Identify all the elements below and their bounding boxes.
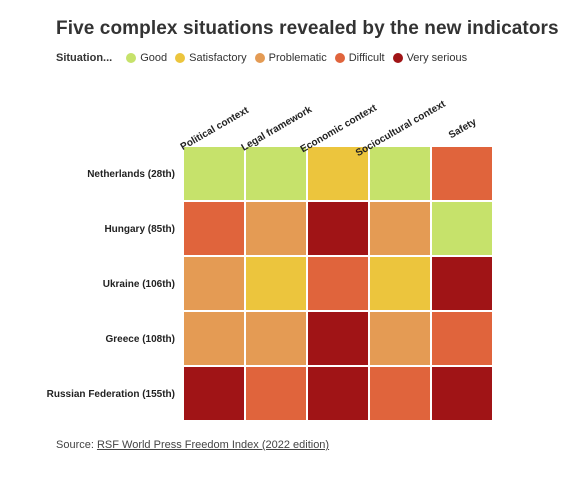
legend-text-good: Good	[140, 52, 168, 64]
cell-russian-federation-155th-legal-framework	[244, 365, 308, 422]
legend: Situation... Good Satisfactory Problemat…	[56, 52, 475, 64]
legend-swatch-very-serious	[392, 53, 403, 63]
row-label-ukraine-106th: Ukraine (106th)	[103, 279, 175, 290]
cell-russian-federation-155th-sociocultural-context	[368, 365, 432, 422]
legend-swatch-problematic	[254, 53, 265, 63]
source-line: Source: RSF World Press Freedom Index (2…	[56, 439, 329, 451]
legend-label: Situation...	[56, 52, 113, 64]
legend-swatch-difficult	[334, 53, 345, 63]
legend-swatch-satisfactory	[175, 53, 186, 63]
cell-ukraine-106th-economic-context	[306, 255, 370, 312]
column-label-safety: Safety	[447, 116, 479, 141]
legend-text-very-serious: Very serious	[406, 52, 468, 64]
cell-ukraine-106th-safety	[430, 255, 494, 312]
cell-hungary-85th-sociocultural-context	[368, 200, 432, 257]
legend-text-satisfactory: Satisfactory	[189, 52, 247, 64]
cell-russian-federation-155th-economic-context	[306, 365, 370, 422]
cell-greece-108th-sociocultural-context	[368, 310, 432, 367]
cell-greece-108th-legal-framework	[244, 310, 308, 367]
row-label-russian-federation-155th: Russian Federation (155th)	[47, 389, 175, 400]
row-label-hungary-85th: Hungary (85th)	[104, 224, 175, 235]
legend-item-very-serious: Very serious	[392, 52, 468, 64]
source-link[interactable]: RSF World Press Freedom Index (2022 edit…	[96, 439, 330, 451]
chart-title: Five complex situations revealed by the …	[56, 18, 559, 39]
legend-text-problematic: Problematic	[268, 52, 327, 64]
row-label-netherlands-28th: Netherlands (28th)	[87, 169, 175, 180]
cell-russian-federation-155th-safety	[430, 365, 494, 422]
source-prefix: Source:	[56, 439, 97, 451]
legend-item-good: Good	[126, 52, 167, 64]
legend-item-problematic: Problematic	[254, 52, 327, 64]
cell-hungary-85th-economic-context	[306, 200, 370, 257]
cell-ukraine-106th-legal-framework	[244, 255, 308, 312]
cell-greece-108th-economic-context	[306, 310, 370, 367]
cell-greece-108th-safety	[430, 310, 494, 367]
cell-netherlands-28th-safety	[430, 145, 494, 202]
cell-ukraine-106th-political-context	[182, 255, 246, 312]
cell-hungary-85th-safety	[430, 200, 494, 257]
legend-text-difficult: Difficult	[348, 52, 385, 64]
cell-russian-federation-155th-political-context	[182, 365, 246, 422]
cell-netherlands-28th-legal-framework	[244, 145, 308, 202]
cell-hungary-85th-legal-framework	[244, 200, 308, 257]
row-label-greece-108th: Greece (108th)	[106, 334, 175, 345]
legend-item-difficult: Difficult	[334, 52, 385, 64]
cell-netherlands-28th-political-context	[182, 145, 246, 202]
cell-greece-108th-political-context	[182, 310, 246, 367]
cell-hungary-85th-political-context	[182, 200, 246, 257]
cell-ukraine-106th-sociocultural-context	[368, 255, 432, 312]
cell-netherlands-28th-sociocultural-context	[368, 145, 432, 202]
legend-item-satisfactory: Satisfactory	[175, 52, 247, 64]
legend-swatch-good	[126, 53, 137, 63]
